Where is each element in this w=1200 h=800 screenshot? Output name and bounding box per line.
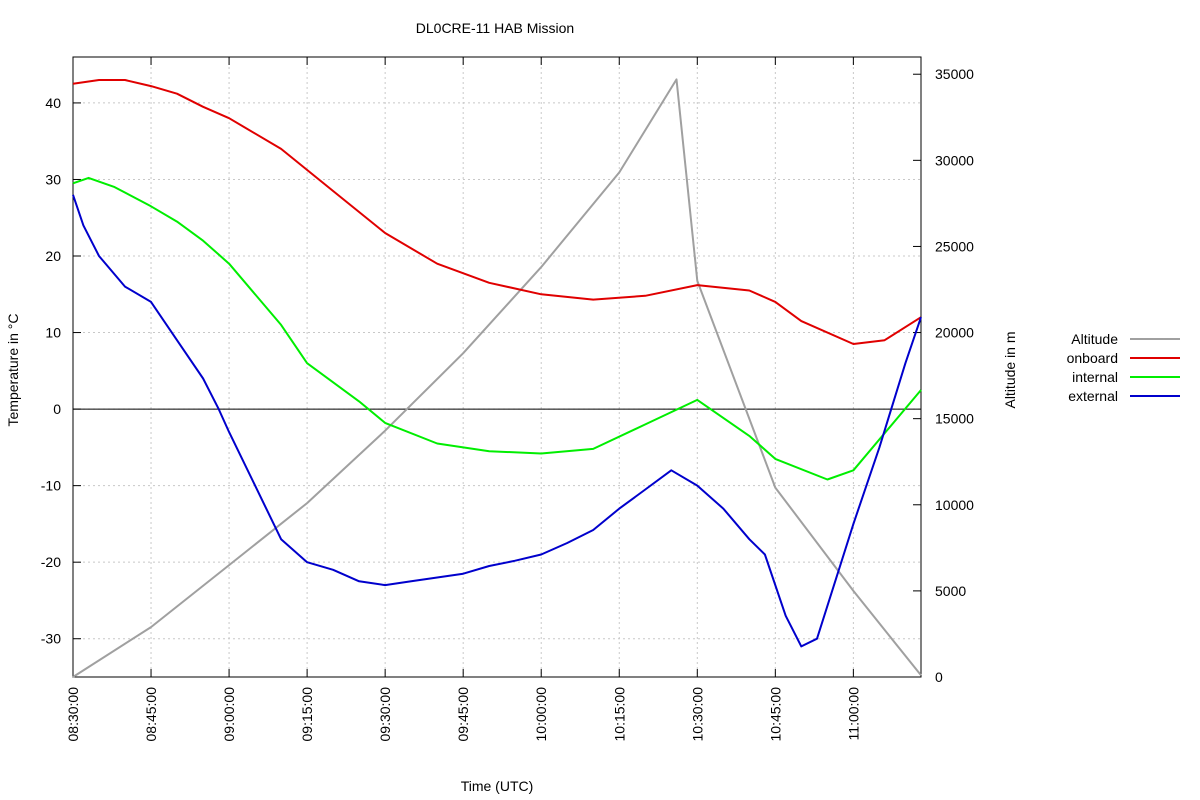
- left-axis-ticks: -30 -20 -10 0 10 20 30 40: [41, 95, 81, 647]
- chart-title: DL0CRE-11 HAB Mission: [416, 20, 574, 36]
- right-axis-ticks: 0 5000 10000 15000 20000 25000 30000 35000: [913, 66, 974, 685]
- y-tick-label: 40: [45, 95, 61, 111]
- y2-axis-label: Altitude in m: [1002, 331, 1018, 408]
- series-line-internal: [72, 176, 922, 481]
- y2-tick-label: 20000: [935, 325, 974, 341]
- legend-label-external: external: [1068, 388, 1118, 404]
- legend: Altitude onboard internal external: [1067, 331, 1180, 404]
- y-tick-label: 20: [45, 248, 61, 264]
- y2-tick-label: 35000: [935, 66, 974, 82]
- x-tick-label: 11:00:00: [845, 687, 861, 741]
- x-tick-label: 08:30:00: [65, 687, 81, 742]
- plot-frame: [72, 56, 922, 678]
- legend-label-altitude: Altitude: [1071, 331, 1118, 347]
- x-tick-label: 09:00:00: [221, 687, 237, 742]
- y2-tick-label: 10000: [935, 497, 974, 513]
- x-tick-label: 09:45:00: [455, 687, 471, 742]
- x-tick-label: 10:45:00: [767, 687, 783, 742]
- legend-label-onboard: onboard: [1067, 350, 1118, 366]
- x-tick-label: 09:30:00: [377, 687, 393, 742]
- series-line-external: [72, 194, 922, 648]
- x-tick-label: 09:15:00: [299, 687, 315, 742]
- x-axis-label: Time (UTC): [461, 778, 534, 794]
- x-tick-label: 10:30:00: [689, 687, 705, 742]
- y2-tick-label: 5000: [935, 583, 966, 599]
- x-axis-ticks: 08:30:00 08:45:00 09:00:00 09:15:00 09:30:00…: [65, 57, 861, 742]
- y-tick-label: -20: [41, 554, 61, 570]
- y-tick-label: 0: [53, 401, 61, 417]
- y2-tick-label: 25000: [935, 238, 974, 254]
- series-line-onboard: [72, 79, 922, 345]
- y-tick-label: 30: [45, 171, 61, 187]
- y-tick-label: 10: [45, 325, 61, 341]
- y2-tick-label: 30000: [935, 152, 974, 168]
- y-axis-label: Temperature in °C: [5, 314, 21, 427]
- legend-label-internal: internal: [1072, 369, 1118, 385]
- grid-lines: [72, 57, 921, 677]
- y-tick-label: -30: [41, 631, 61, 647]
- y2-tick-label: 15000: [935, 411, 974, 427]
- x-tick-label: 10:15:00: [611, 687, 627, 742]
- y2-tick-label: 0: [935, 669, 943, 685]
- x-tick-label: 08:45:00: [143, 687, 159, 742]
- series-lines: [72, 78, 922, 678]
- series-line-altitude: [72, 78, 922, 678]
- y-tick-label: -10: [41, 478, 61, 494]
- x-tick-label: 10:00:00: [533, 687, 549, 742]
